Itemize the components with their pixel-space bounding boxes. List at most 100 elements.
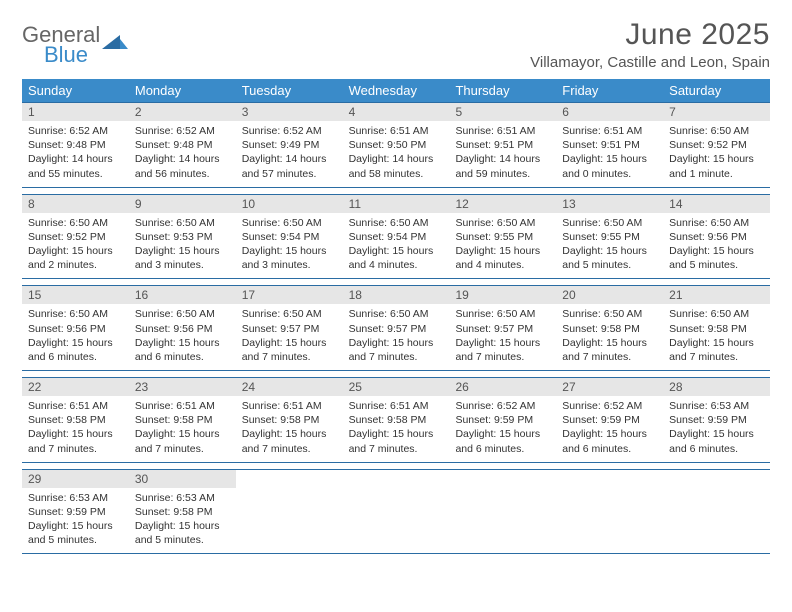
day-details: Sunrise: 6:50 AMSunset: 9:55 PMDaylight:…: [556, 213, 663, 279]
sunrise-text: Sunrise: 6:50 AM: [562, 307, 657, 321]
weekday-row: Sunday Monday Tuesday Wednesday Thursday…: [22, 79, 770, 102]
day-cell: 7Sunrise: 6:50 AMSunset: 9:52 PMDaylight…: [663, 103, 770, 187]
day-details: Sunrise: 6:51 AMSunset: 9:50 PMDaylight:…: [343, 121, 450, 187]
location-text: Villamayor, Castille and Leon, Spain: [530, 54, 770, 71]
day-number: 3: [236, 103, 343, 121]
day-number: 4: [343, 103, 450, 121]
sunrise-text: Sunrise: 6:52 AM: [455, 399, 550, 413]
logo-triangle-icon: [102, 33, 128, 58]
day-cell: 14Sunrise: 6:50 AMSunset: 9:56 PMDayligh…: [663, 195, 770, 279]
sunrise-text: Sunrise: 6:50 AM: [669, 124, 764, 138]
daylight-text: Daylight: 15 hours and 6 minutes.: [135, 336, 230, 364]
daylight-text: Daylight: 15 hours and 7 minutes.: [349, 336, 444, 364]
daylight-text: Daylight: 15 hours and 2 minutes.: [28, 244, 123, 272]
day-details: Sunrise: 6:51 AMSunset: 9:58 PMDaylight:…: [236, 396, 343, 462]
daylight-text: Daylight: 15 hours and 5 minutes.: [28, 519, 123, 547]
day-number: 24: [236, 378, 343, 396]
sunrise-text: Sunrise: 6:52 AM: [135, 124, 230, 138]
day-number: 13: [556, 195, 663, 213]
sunset-text: Sunset: 9:56 PM: [28, 322, 123, 336]
daylight-text: Daylight: 15 hours and 7 minutes.: [349, 427, 444, 455]
day-details: Sunrise: 6:50 AMSunset: 9:52 PMDaylight:…: [663, 121, 770, 187]
sunrise-text: Sunrise: 6:51 AM: [455, 124, 550, 138]
weekday-header: Saturday: [663, 79, 770, 102]
day-cell: 17Sunrise: 6:50 AMSunset: 9:57 PMDayligh…: [236, 286, 343, 370]
sunrise-text: Sunrise: 6:53 AM: [135, 491, 230, 505]
day-cell: 23Sunrise: 6:51 AMSunset: 9:58 PMDayligh…: [129, 378, 236, 462]
day-number: 20: [556, 286, 663, 304]
day-number: 28: [663, 378, 770, 396]
day-number: 5: [449, 103, 556, 121]
day-number: 15: [22, 286, 129, 304]
logo-word2: Blue: [44, 44, 100, 66]
week-row: 8Sunrise: 6:50 AMSunset: 9:52 PMDaylight…: [22, 194, 770, 280]
weekday-header: Tuesday: [236, 79, 343, 102]
sunset-text: Sunset: 9:57 PM: [349, 322, 444, 336]
day-cell: 20Sunrise: 6:50 AMSunset: 9:58 PMDayligh…: [556, 286, 663, 370]
day-number: 26: [449, 378, 556, 396]
daylight-text: Daylight: 14 hours and 56 minutes.: [135, 152, 230, 180]
day-number: 21: [663, 286, 770, 304]
day-cell: 24Sunrise: 6:51 AMSunset: 9:58 PMDayligh…: [236, 378, 343, 462]
day-details: Sunrise: 6:50 AMSunset: 9:52 PMDaylight:…: [22, 213, 129, 279]
day-cell: 15Sunrise: 6:50 AMSunset: 9:56 PMDayligh…: [22, 286, 129, 370]
sunrise-text: Sunrise: 6:53 AM: [669, 399, 764, 413]
sunset-text: Sunset: 9:59 PM: [562, 413, 657, 427]
sunset-text: Sunset: 9:58 PM: [349, 413, 444, 427]
sunrise-text: Sunrise: 6:51 AM: [242, 399, 337, 413]
day-cell: 5Sunrise: 6:51 AMSunset: 9:51 PMDaylight…: [449, 103, 556, 187]
sunset-text: Sunset: 9:51 PM: [455, 138, 550, 152]
day-details: Sunrise: 6:51 AMSunset: 9:58 PMDaylight:…: [129, 396, 236, 462]
daylight-text: Daylight: 15 hours and 7 minutes.: [562, 336, 657, 364]
day-cell: 21Sunrise: 6:50 AMSunset: 9:58 PMDayligh…: [663, 286, 770, 370]
sunset-text: Sunset: 9:57 PM: [455, 322, 550, 336]
day-cell: 16Sunrise: 6:50 AMSunset: 9:56 PMDayligh…: [129, 286, 236, 370]
day-details: Sunrise: 6:50 AMSunset: 9:54 PMDaylight:…: [343, 213, 450, 279]
sunrise-text: Sunrise: 6:51 AM: [349, 399, 444, 413]
day-cell: 2Sunrise: 6:52 AMSunset: 9:48 PMDaylight…: [129, 103, 236, 187]
daylight-text: Daylight: 14 hours and 55 minutes.: [28, 152, 123, 180]
day-details: Sunrise: 6:50 AMSunset: 9:57 PMDaylight:…: [343, 304, 450, 370]
day-cell: 28Sunrise: 6:53 AMSunset: 9:59 PMDayligh…: [663, 378, 770, 462]
daylight-text: Daylight: 15 hours and 3 minutes.: [135, 244, 230, 272]
daylight-text: Daylight: 15 hours and 5 minutes.: [562, 244, 657, 272]
sunset-text: Sunset: 9:56 PM: [135, 322, 230, 336]
sunset-text: Sunset: 9:58 PM: [135, 413, 230, 427]
sunrise-text: Sunrise: 6:50 AM: [455, 307, 550, 321]
day-details: Sunrise: 6:51 AMSunset: 9:51 PMDaylight:…: [556, 121, 663, 187]
day-number: 14: [663, 195, 770, 213]
weekday-header: Thursday: [449, 79, 556, 102]
day-details: Sunrise: 6:52 AMSunset: 9:48 PMDaylight:…: [129, 121, 236, 187]
daylight-text: Daylight: 15 hours and 7 minutes.: [242, 336, 337, 364]
daylight-text: Daylight: 15 hours and 4 minutes.: [455, 244, 550, 272]
weekday-header: Monday: [129, 79, 236, 102]
day-number: 30: [129, 470, 236, 488]
day-details: Sunrise: 6:51 AMSunset: 9:58 PMDaylight:…: [22, 396, 129, 462]
day-number: 7: [663, 103, 770, 121]
day-number: 18: [343, 286, 450, 304]
day-cell: 9Sunrise: 6:50 AMSunset: 9:53 PMDaylight…: [129, 195, 236, 279]
sunrise-text: Sunrise: 6:50 AM: [242, 216, 337, 230]
weekday-header: Wednesday: [343, 79, 450, 102]
day-number: 22: [22, 378, 129, 396]
day-number: 11: [343, 195, 450, 213]
weekday-header: Sunday: [22, 79, 129, 102]
day-details: Sunrise: 6:52 AMSunset: 9:48 PMDaylight:…: [22, 121, 129, 187]
daylight-text: Daylight: 15 hours and 6 minutes.: [455, 427, 550, 455]
sunrise-text: Sunrise: 6:53 AM: [28, 491, 123, 505]
week-row: 1Sunrise: 6:52 AMSunset: 9:48 PMDaylight…: [22, 102, 770, 188]
daylight-text: Daylight: 15 hours and 5 minutes.: [135, 519, 230, 547]
day-cell: 6Sunrise: 6:51 AMSunset: 9:51 PMDaylight…: [556, 103, 663, 187]
sunrise-text: Sunrise: 6:50 AM: [455, 216, 550, 230]
daylight-text: Daylight: 15 hours and 0 minutes.: [562, 152, 657, 180]
daylight-text: Daylight: 15 hours and 7 minutes.: [669, 336, 764, 364]
day-cell: 12Sunrise: 6:50 AMSunset: 9:55 PMDayligh…: [449, 195, 556, 279]
daylight-text: Daylight: 15 hours and 7 minutes.: [455, 336, 550, 364]
day-cell: 19Sunrise: 6:50 AMSunset: 9:57 PMDayligh…: [449, 286, 556, 370]
day-cell: [343, 470, 450, 554]
day-number: 12: [449, 195, 556, 213]
day-details: Sunrise: 6:53 AMSunset: 9:59 PMDaylight:…: [663, 396, 770, 462]
day-number: 1: [22, 103, 129, 121]
calendar: Sunday Monday Tuesday Wednesday Thursday…: [22, 79, 770, 554]
week-row: 22Sunrise: 6:51 AMSunset: 9:58 PMDayligh…: [22, 377, 770, 463]
